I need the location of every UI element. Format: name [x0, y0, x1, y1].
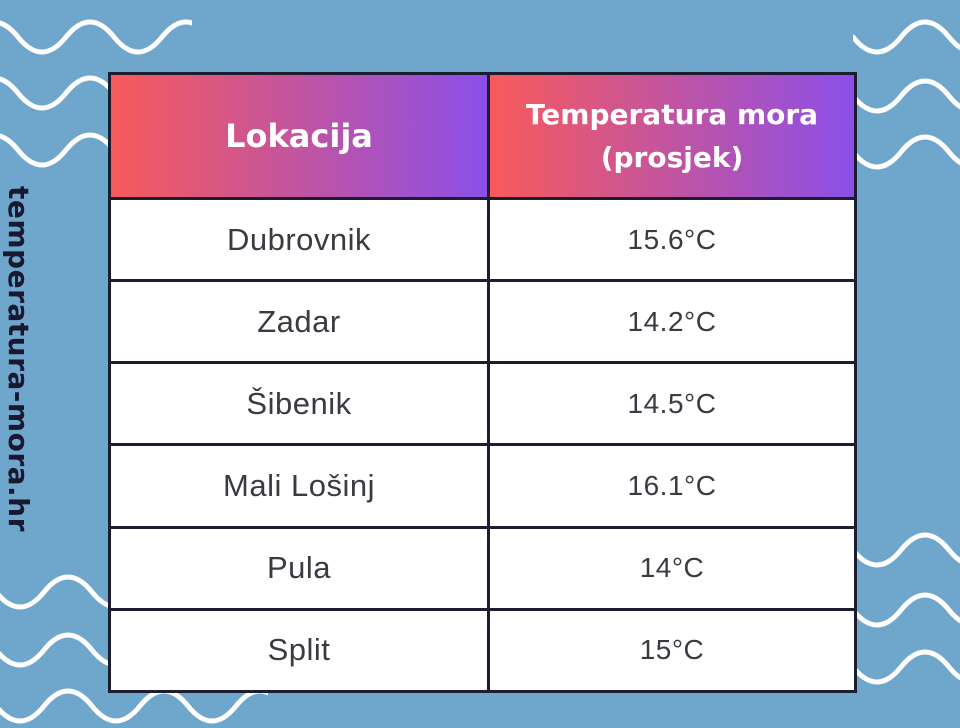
wave-decoration-icon	[853, 592, 960, 628]
table-row-temperature-cell: 14.5°C	[490, 364, 854, 444]
wave-decoration-icon	[0, 688, 268, 724]
table-row-location-cell: Pula	[111, 528, 487, 608]
wave-decoration-icon	[853, 649, 960, 685]
column-header-location: Lokacija	[111, 75, 487, 197]
sea-temperature-table: Lokacija Temperatura mora (prosjek) Dubr…	[108, 72, 857, 693]
table-row-location-cell: Split	[111, 610, 487, 690]
wave-decoration-icon	[853, 78, 960, 114]
site-watermark: temperatura-mora.hr	[2, 186, 35, 532]
wave-decoration-icon	[853, 134, 960, 170]
table-row-location-cell: Zadar	[111, 282, 487, 362]
wave-decoration-icon	[853, 19, 960, 55]
table-row-temperature-cell: 14°C	[490, 528, 854, 608]
wave-decoration-icon	[0, 19, 192, 55]
table-row-location-cell: Šibenik	[111, 364, 487, 444]
column-header-temperature: Temperatura mora (prosjek)	[490, 75, 854, 197]
table-row-temperature-cell: 15.6°C	[490, 200, 854, 280]
table-row-location-cell: Dubrovnik	[111, 200, 487, 280]
table-row-location-cell: Mali Lošinj	[111, 446, 487, 526]
table-row-temperature-cell: 16.1°C	[490, 446, 854, 526]
table-row-temperature-cell: 14.2°C	[490, 282, 854, 362]
table-row-temperature-cell: 15°C	[490, 610, 854, 690]
wave-decoration-icon	[853, 532, 960, 568]
